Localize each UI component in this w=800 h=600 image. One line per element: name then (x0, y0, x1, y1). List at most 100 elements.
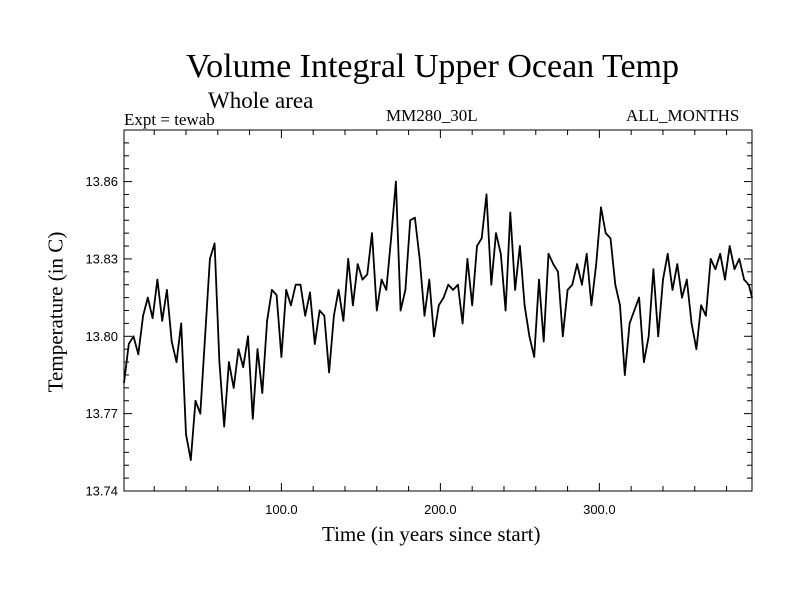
data-point (175, 361, 178, 363)
data-point (218, 361, 221, 363)
data-point (609, 237, 612, 240)
data-point (643, 361, 645, 363)
data-point (318, 309, 321, 312)
data-point (142, 314, 144, 317)
data-point (395, 180, 397, 183)
data-point (624, 374, 626, 376)
data-point (457, 283, 459, 286)
data-point (380, 278, 383, 281)
data-point (390, 237, 392, 240)
data-point (261, 392, 264, 394)
data-point (538, 278, 540, 281)
data-point (600, 206, 602, 209)
data-point (223, 425, 225, 428)
x-tick-label: 300.0 (583, 502, 616, 517)
data-point (180, 322, 183, 325)
data-point (347, 258, 349, 260)
data-point (581, 283, 583, 286)
data-point (299, 283, 302, 286)
data-point (576, 263, 578, 265)
data-point (495, 232, 497, 234)
data-point (628, 322, 631, 325)
data-point (519, 245, 521, 247)
data-point (399, 309, 402, 312)
data-point (361, 278, 364, 281)
data-point (466, 258, 469, 260)
data-point (700, 304, 702, 307)
data-point (552, 263, 555, 265)
data-point (280, 356, 283, 358)
data-point (170, 340, 173, 343)
x-tick-label: 200.0 (424, 502, 457, 517)
data-point (695, 348, 698, 350)
data-point (562, 335, 564, 338)
data-point (571, 283, 574, 286)
data-point (294, 283, 297, 286)
data-point (127, 343, 130, 345)
data-point (748, 283, 750, 286)
data-point (352, 304, 354, 307)
data-point (433, 335, 435, 338)
data-point (585, 252, 588, 255)
data-point (232, 387, 235, 389)
data-point (337, 289, 340, 291)
data-point (271, 289, 273, 291)
data-point (485, 193, 488, 196)
data-point (123, 381, 125, 384)
data-point (666, 252, 669, 255)
data-point (652, 268, 655, 271)
data-point (647, 335, 650, 338)
data-point (333, 314, 335, 317)
data-point (557, 271, 559, 273)
data-point (166, 289, 168, 291)
data-point (342, 320, 345, 322)
data-point (728, 245, 731, 247)
data-point (256, 348, 259, 350)
data-point (285, 289, 287, 291)
data-point (595, 263, 597, 265)
data-point (461, 322, 464, 325)
y-tick-label: 13.86 (85, 174, 118, 189)
data-point (447, 283, 450, 286)
data-point (547, 252, 550, 255)
data-point (151, 317, 154, 320)
data-point (132, 335, 135, 338)
data-point (366, 273, 369, 276)
data-point (638, 296, 640, 299)
chart-title: Volume Integral Upper Ocean Temp (186, 48, 679, 85)
data-point (313, 343, 316, 345)
data-point (137, 353, 140, 356)
data-point (566, 289, 569, 291)
data-point (356, 263, 359, 265)
data-point (371, 232, 373, 234)
data-point (437, 304, 440, 307)
x-tick-label: 100.0 (265, 502, 298, 517)
data-point (614, 283, 617, 286)
axis-ticks (124, 129, 752, 492)
data-point (414, 216, 416, 219)
data-point (509, 211, 512, 214)
data-point (290, 304, 292, 307)
data-point (709, 258, 712, 260)
data-point (633, 309, 636, 312)
data-point (533, 356, 535, 358)
data-point (251, 418, 254, 420)
data-point (714, 268, 717, 271)
data-point (199, 412, 202, 415)
data-point (681, 296, 683, 299)
data-point (480, 237, 483, 240)
data-point (604, 232, 607, 234)
data-point (375, 309, 378, 312)
data-point (161, 320, 163, 322)
data-point (204, 335, 206, 338)
data-point (490, 283, 493, 286)
data-point (428, 278, 431, 281)
data-point (423, 314, 426, 317)
data-point (662, 278, 664, 281)
data-point (751, 296, 753, 299)
data-point (189, 459, 192, 461)
data-point (385, 289, 388, 291)
data-point (671, 289, 674, 291)
chart-subtitle: Whole area (208, 88, 314, 113)
